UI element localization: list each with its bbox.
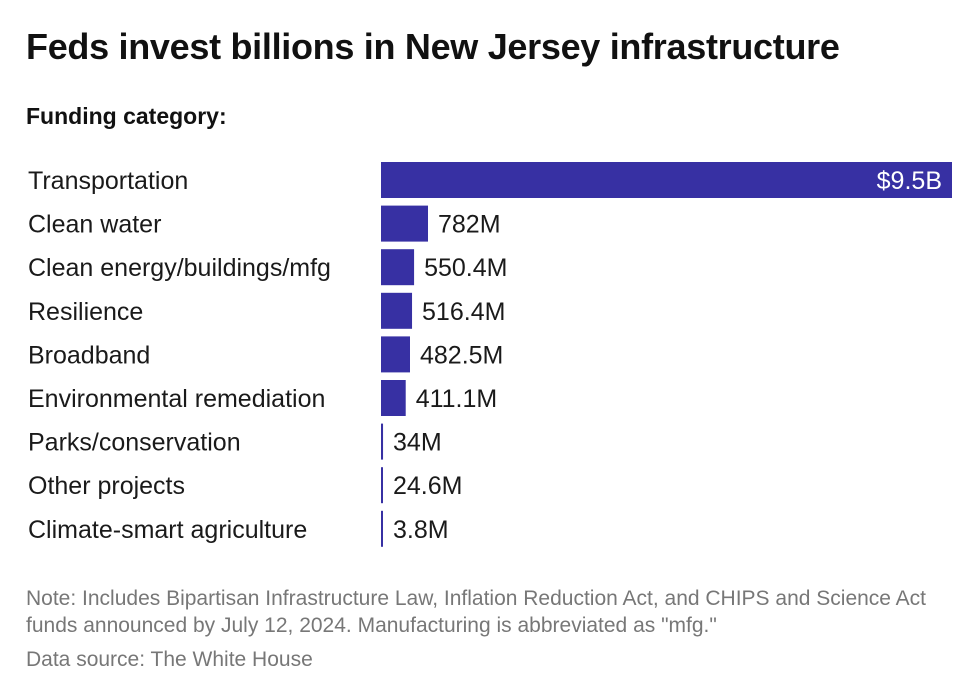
value-label: 411.1M — [416, 385, 498, 413]
category-label: Environmental remediation — [28, 385, 325, 413]
bar — [381, 423, 384, 460]
value-label: 550.4M — [424, 254, 507, 282]
chart-subtitle: Funding category: — [26, 103, 227, 129]
bar — [381, 292, 413, 329]
category-label: Clean energy/buildings/mfg — [28, 254, 331, 282]
category-label: Clean water — [28, 211, 161, 239]
category-label: Broadband — [28, 341, 150, 369]
value-label: $9.5B — [877, 167, 942, 195]
category-label: Other projects — [28, 472, 185, 500]
value-label: 3.8M — [393, 516, 449, 544]
value-label: 482.5M — [420, 341, 503, 369]
bar — [381, 510, 383, 547]
chart-title: Feds invest billions in New Jersey infra… — [26, 26, 840, 67]
bar — [381, 380, 406, 416]
value-label: 516.4M — [422, 298, 505, 326]
category-label: Transportation — [28, 167, 188, 195]
bar — [381, 249, 415, 286]
value-label: 782M — [438, 211, 501, 239]
bar — [381, 162, 952, 198]
category-label: Parks/conservation — [28, 429, 241, 457]
bar — [381, 336, 411, 373]
data-source: Data source: The White House — [26, 648, 313, 671]
value-label: 24.6M — [393, 472, 462, 500]
value-label: 34M — [393, 429, 442, 457]
category-label: Resilience — [28, 298, 143, 326]
bar — [381, 467, 383, 504]
bar-chart: Transportation $9.5B Clean water 782M Clean … — [28, 162, 952, 547]
category-label: Climate-smart agriculture — [28, 516, 307, 544]
chart-note: Note: Includes Bipartisan Infrastructure… — [26, 587, 926, 637]
bar — [381, 205, 429, 242]
